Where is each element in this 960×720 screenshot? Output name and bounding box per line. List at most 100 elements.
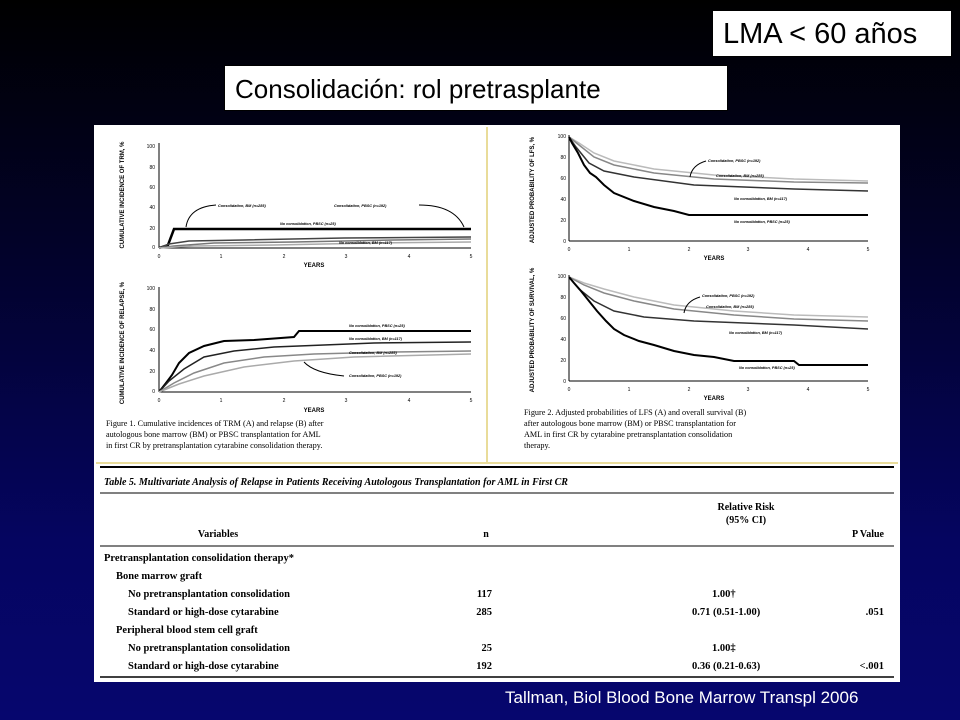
fig2b-xlabel: YEARS (704, 396, 725, 402)
table-title: Table 5. Multivariate Analysis of Relaps… (104, 477, 568, 488)
citation: Tallman, Biol Blood Bone Marrow Transpl … (505, 688, 859, 707)
table-cell-n: 192 (476, 661, 492, 672)
table-cell-variable: No pretransplantation consolidation (128, 589, 290, 600)
fig2-caption-line: AML in first CR by cytarabine pretranspl… (524, 430, 732, 439)
col-header-rr-line2: (95% CI) (726, 515, 766, 526)
fig1b-curve-no-cons-pbsc (158, 330, 471, 393)
fig2a-ylabel: ADJUSTED PROBABILITY OF LFS, % (530, 136, 536, 243)
fig2a-xtick: 2 (688, 247, 691, 253)
fig1a-xlabel: YEARS (304, 263, 325, 269)
fig1a-ytick: 100 (147, 144, 156, 150)
fig2a-curve-no-cons-bm (568, 136, 869, 192)
fig2b-xtick: 5 (867, 387, 870, 393)
fig1-caption: Figure 1. Cumulative incidences of TRM (… (106, 419, 324, 450)
fig2a-ytick: 0 (563, 239, 566, 245)
fig1-caption-line: in first CR by pretransplantation cytara… (106, 441, 322, 450)
slide-title: Consolidación: rol pretrasplante (224, 65, 728, 111)
fig2a-ytick: 80 (560, 155, 566, 161)
table-cell-rr: 0.36 (0.21-0.63) (692, 661, 761, 672)
fig1b-legend: No consolidation, BM (n=117) (349, 337, 403, 341)
fig2b-ytick: 20 (560, 358, 566, 364)
fig1a-ytick: 80 (149, 165, 155, 171)
fig2b-curve-cons-pbsc (568, 276, 869, 318)
table-group-name: Peripheral blood stem cell graft (116, 625, 258, 636)
fig1a-ytick: 0 (152, 245, 155, 251)
fig1a-ytick: 60 (149, 185, 155, 191)
corner-label: LMA < 60 años (712, 10, 952, 57)
fig1-caption-line: Figure 1. Cumulative incidences of TRM (… (106, 419, 324, 428)
fig2a-curve-no-cons-pbsc (568, 136, 868, 216)
fig1a-xtick: 5 (470, 254, 473, 260)
fig1b-ytick: 100 (147, 286, 156, 292)
table-cell-n: 25 (482, 643, 493, 654)
fig2a-xtick: 0 (568, 247, 571, 253)
fig1a-curve-cons-bm (158, 236, 472, 249)
table-5: Table 5. Multivariate Analysis of Relaps… (100, 466, 894, 678)
fig2a-legend: No consolidation, BM (n=117) (734, 197, 788, 201)
fig1a-xtick: 3 (345, 254, 348, 260)
fig2a-ytick: 20 (560, 218, 566, 224)
col-header-rr-line1: Relative Risk (718, 502, 775, 513)
fig1-panel-b: CUMULATIVE INCIDENCE OF RELAPSE, % 100 8… (120, 281, 473, 414)
table-cell-variable: Standard or high-dose cytarabine (128, 661, 279, 672)
fig1a-xtick: 0 (158, 254, 161, 260)
fig1b-legend: No consolidation, PBSC (n=25) (349, 324, 406, 328)
fig2b-ytick: 60 (560, 316, 566, 322)
fig2a-xtick: 3 (747, 247, 750, 253)
fig1a-xtick: 2 (283, 254, 286, 260)
fig2-panel-a: ADJUSTED PROBABILITY OF LFS, % 100 80 60… (530, 134, 870, 262)
fig1a-xtick: 4 (408, 254, 411, 260)
fig2b-ytick: 100 (558, 274, 567, 280)
fig1b-xtick: 2 (283, 398, 286, 404)
fig1a-curve-cons-pbsc (158, 238, 472, 249)
fig2b-xtick: 0 (568, 387, 571, 393)
fig2b-xtick: 3 (747, 387, 750, 393)
fig2a-curve-cons-pbsc (568, 136, 869, 182)
fig1-panel-a: CUMULATIVE INCIDENCE OF TRM, % 100 80 60… (120, 141, 473, 269)
fig2b-ytick: 40 (560, 337, 566, 343)
fig1b-xtick: 1 (220, 398, 223, 404)
fig1b-ytick: 60 (149, 327, 155, 333)
table-cell-n: 285 (476, 607, 492, 618)
table-cell-variable: No pretransplantation consolidation (128, 643, 290, 654)
col-header-n: n (483, 529, 489, 540)
fig1a-ylabel: CUMULATIVE INCIDENCE OF TRM, % (120, 141, 126, 249)
fig2b-legend: Consolidation, BM (n=285) (706, 305, 755, 309)
fig2a-legend: No consolidation, PBSC (n=25) (734, 220, 791, 224)
fig1b-curve-cons-pbsc (158, 353, 472, 393)
fig2-panel-b: ADJUSTED PROBABILITY OF SURVIVAL, % 100 … (530, 267, 870, 402)
fig2-caption: Figure 2. Adjusted probabilities of LFS … (524, 408, 746, 450)
fig2b-ytick: 80 (560, 295, 566, 301)
fig2a-xtick: 1 (628, 247, 631, 253)
fig2-caption-line: therapy. (524, 441, 550, 450)
fig1b-legend: Consolidation, BM (n=285) (349, 351, 398, 355)
fig1a-legend: Consolidation, BM (n=285) (218, 204, 267, 208)
fig1b-ytick: 0 (152, 389, 155, 395)
fig2-caption-line: Figure 2. Adjusted probabilities of LFS … (524, 408, 746, 417)
fig2b-xtick: 1 (628, 387, 631, 393)
col-header-variables: Variables (198, 529, 238, 540)
fig1a-legend: No consolidation, BM (n=117) (339, 241, 393, 245)
fig2a-ytick: 60 (560, 176, 566, 182)
col-header-p: P Value (852, 529, 885, 540)
fig1b-ylabel: CUMULATIVE INCIDENCE OF RELAPSE, % (120, 281, 126, 404)
fig2b-curve-cons-bm (568, 276, 869, 322)
fig1b-curve-cons-bm (158, 350, 472, 393)
fig2b-legend: No consolidation, BM (n=117) (729, 331, 783, 335)
table-cell-n: 117 (477, 589, 492, 600)
fig1a-xtick: 1 (220, 254, 223, 260)
fig1b-ytick: 20 (149, 369, 155, 375)
fig2a-ytick: 40 (560, 197, 566, 203)
fig2b-curve-no-cons-pbsc (568, 276, 868, 366)
fig1b-ytick: 40 (149, 348, 155, 354)
table-cell-p: .051 (866, 607, 884, 618)
fig1b-xtick: 3 (345, 398, 348, 404)
fig2a-xtick: 5 (867, 247, 870, 253)
fig2b-legend: No consolidation, PBSC (n=25) (739, 366, 796, 370)
fig2a-ytick: 100 (558, 134, 567, 140)
table-cell-rr: 1.00‡ (712, 643, 736, 654)
fig1a-legend: Consolidation, PBSC (n=192) (334, 204, 387, 208)
fig2a-curve-cons-bm (568, 136, 869, 184)
fig1b-legend: Consolidation, PBSC (n=192) (349, 374, 402, 378)
table-cell-p: <.001 (860, 661, 884, 672)
